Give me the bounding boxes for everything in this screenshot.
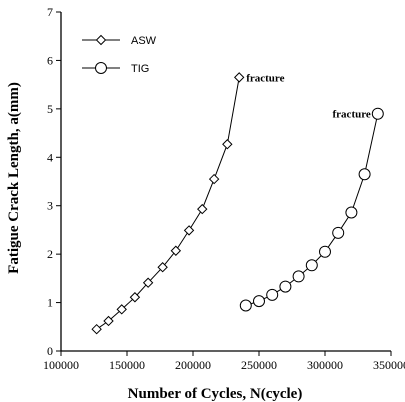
y-axis-title: Fatigue Crack Length, a(mm)	[6, 82, 22, 274]
fracture-annotation: fracture	[246, 72, 284, 84]
series-markers	[91, 72, 384, 335]
x-tick-label: 250000	[241, 358, 277, 372]
legend: ASW TIG	[82, 34, 157, 75]
data-point-diamond	[157, 262, 168, 273]
x-tick-label: 300000	[307, 358, 343, 372]
data-point-circle	[371, 107, 384, 120]
x-axis-title: Number of Cycles, N(cycle)	[128, 386, 303, 402]
y-tick-label: 5	[47, 102, 53, 116]
annotations: fracture fracture	[246, 72, 371, 120]
y-tick-label: 7	[47, 5, 53, 19]
data-point-diamond	[233, 72, 245, 83]
data-point-diamond	[95, 34, 107, 46]
data-point-circle	[95, 62, 107, 74]
data-point-diamond	[142, 277, 154, 288]
data-point-diamond	[183, 225, 195, 236]
x-tick-label: 100000	[43, 358, 79, 372]
data-point-circle	[345, 206, 358, 219]
data-point-diamond	[91, 324, 102, 335]
data-point-diamond	[103, 315, 114, 327]
data-point-diamond	[222, 139, 233, 150]
data-point-diamond	[129, 292, 141, 303]
data-point-circle	[332, 226, 345, 239]
series-line-tig	[245, 113, 379, 306]
legend-label: ASW	[131, 35, 157, 47]
x-tick-label: 150000	[109, 358, 145, 372]
y-tick-label: 3	[47, 199, 53, 213]
data-point-circle	[253, 295, 265, 308]
legend-label: TIG	[131, 63, 149, 75]
y-tick-label: 2	[47, 247, 53, 261]
data-point-circle	[305, 259, 318, 272]
data-point-diamond	[116, 304, 127, 315]
data-point-diamond	[208, 173, 220, 185]
data-point-circle	[266, 288, 279, 301]
data-point-circle	[279, 280, 292, 293]
y-tick-label: 4	[47, 150, 53, 164]
fracture-annotation: fracture	[333, 109, 371, 121]
axes-frame	[60, 12, 391, 352]
data-point-circle	[292, 270, 305, 283]
data-point-circle	[239, 299, 252, 312]
x-tick-label: 200000	[175, 358, 211, 372]
data-point-circle	[319, 245, 331, 258]
series-line-asw	[96, 77, 240, 330]
y-tick-label: 1	[47, 296, 53, 310]
data-point-circle	[358, 168, 371, 181]
y-tick-label: 0	[47, 344, 53, 358]
data-point-diamond	[170, 245, 182, 256]
data-point-diamond	[197, 203, 208, 215]
y-tick-label: 6	[47, 53, 53, 67]
